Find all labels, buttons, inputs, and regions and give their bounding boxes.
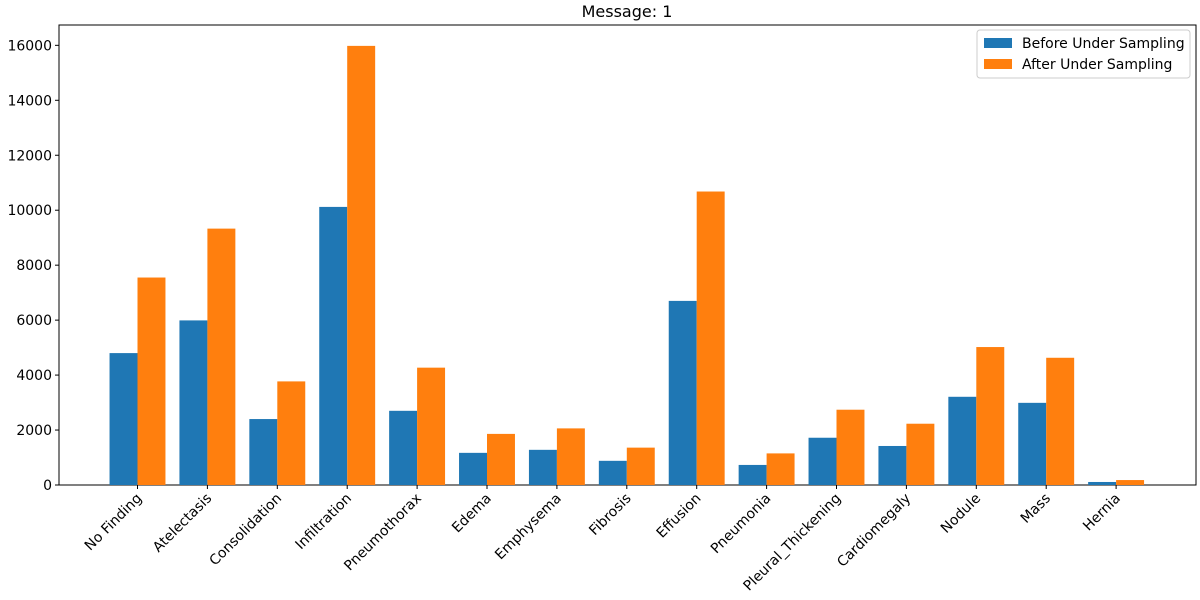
y-tick-label: 16000 bbox=[7, 38, 52, 54]
legend-swatch-after bbox=[984, 59, 1012, 69]
bar-before-pleural-thickening bbox=[808, 437, 837, 485]
bar-before-mass bbox=[1018, 402, 1047, 485]
bar-after-no-finding bbox=[137, 277, 166, 485]
y-tick-label: 8000 bbox=[16, 258, 52, 274]
x-tick-label: Pneumothorax bbox=[341, 491, 425, 575]
legend-label-after: After Under Sampling bbox=[1022, 57, 1172, 73]
x-tick-label: Consolidation bbox=[207, 491, 286, 570]
bar-after-atelectasis bbox=[207, 228, 236, 485]
bar-after-nodule bbox=[976, 347, 1005, 485]
x-tick-label: Nodule bbox=[938, 491, 984, 537]
y-axis: 0 2000 4000 6000 8000 10000 12000 14000 16000 bbox=[7, 38, 59, 494]
x-tick-label: Cardiomegaly bbox=[834, 491, 914, 571]
legend-label-before: Before Under Sampling bbox=[1022, 36, 1185, 52]
bar-before-emphysema bbox=[528, 449, 557, 485]
bar-before-edema bbox=[459, 452, 487, 485]
bar-after-pneumonia bbox=[766, 453, 795, 485]
y-tick-label: 14000 bbox=[7, 93, 52, 109]
x-tick-label: Mass bbox=[1018, 491, 1054, 527]
bar-after-pneumothorax bbox=[417, 367, 446, 485]
x-tick-label: Effusion bbox=[654, 491, 705, 542]
bar-before-infiltration bbox=[319, 206, 348, 485]
x-tick-label: No Finding bbox=[82, 491, 146, 555]
bar-after-consolidation bbox=[277, 381, 306, 485]
chart-title: Message: 1 bbox=[582, 2, 673, 21]
y-tick-label: 12000 bbox=[7, 148, 52, 164]
legend-box bbox=[976, 29, 1191, 79]
bar-before-atelectasis bbox=[179, 320, 208, 485]
bar-before-pneumothorax bbox=[389, 410, 418, 485]
bar-after-cardiomegaly bbox=[906, 423, 935, 485]
bar-after-emphysema bbox=[556, 428, 585, 485]
bar-before-no-finding bbox=[109, 353, 138, 485]
bar-after-pleural-thickening bbox=[836, 409, 865, 485]
bar-before-effusion bbox=[668, 300, 697, 485]
y-tick-label: 2000 bbox=[16, 423, 52, 439]
bar-before-cardiomegaly bbox=[878, 445, 907, 485]
y-tick-label: 4000 bbox=[16, 368, 52, 384]
bar-before-hernia bbox=[1088, 481, 1117, 485]
bar-after-edema bbox=[487, 433, 515, 485]
bar-after-mass bbox=[1046, 357, 1075, 485]
x-tick-label: Edema bbox=[449, 491, 495, 537]
x-tick-label: Pneumonia bbox=[708, 491, 775, 558]
x-tick-label: Emphysema bbox=[492, 491, 565, 564]
x-tick-label: Hernia bbox=[1080, 491, 1124, 535]
x-tick-label: Infiltration bbox=[293, 491, 355, 553]
bars-group bbox=[109, 45, 1145, 485]
bar-before-fibrosis bbox=[598, 460, 627, 485]
bar-after-effusion bbox=[696, 191, 725, 485]
x-tick-label: Fibrosis bbox=[586, 491, 634, 539]
y-tick-label: 0 bbox=[43, 478, 52, 494]
x-tick-label: Atelectasis bbox=[150, 491, 215, 556]
legend-swatch-before bbox=[984, 38, 1012, 48]
bar-after-fibrosis bbox=[626, 447, 655, 485]
bar-before-consolidation bbox=[249, 419, 278, 485]
bar-after-hernia bbox=[1116, 480, 1145, 485]
bar-after-infiltration bbox=[347, 45, 376, 485]
legend: Before Under Sampling After Under Sampli… bbox=[976, 29, 1191, 79]
bar-before-pneumonia bbox=[738, 464, 767, 485]
bar-before-nodule bbox=[948, 396, 977, 485]
y-tick-label: 10000 bbox=[7, 203, 52, 219]
y-tick-label: 6000 bbox=[16, 313, 52, 329]
